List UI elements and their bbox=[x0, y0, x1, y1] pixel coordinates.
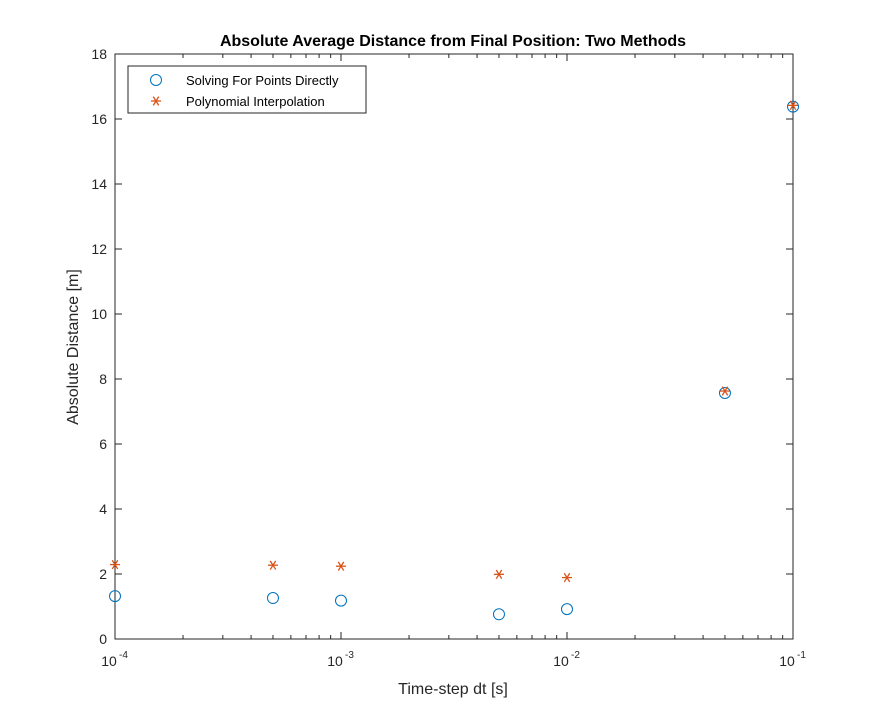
interpolation-point bbox=[562, 572, 572, 583]
y-axis-label: Absolute Distance [m] bbox=[65, 269, 82, 425]
legend-box bbox=[127, 65, 367, 114]
interpolation-point bbox=[267, 560, 278, 570]
y-tick-label: 0 bbox=[99, 631, 107, 647]
x-tick-label-exponent: -3 bbox=[345, 650, 354, 661]
direct-solve-point bbox=[335, 594, 347, 607]
direct-solve-point bbox=[561, 603, 573, 616]
chart-title: Absolute Average Distance from Final Pos… bbox=[220, 33, 686, 50]
interpolation-point bbox=[110, 559, 120, 570]
direct-solve-point bbox=[492, 608, 505, 621]
legend-label: Polynomial Interpolation bbox=[186, 94, 325, 109]
x-tick-label-exponent: -1 bbox=[797, 650, 806, 661]
interpolation-point bbox=[493, 569, 504, 580]
x-tick-label-exponent: -4 bbox=[119, 650, 128, 661]
direct-solve-point bbox=[718, 386, 731, 399]
y-tick-label: 2 bbox=[99, 566, 107, 582]
x-tick-label: 10 bbox=[779, 653, 795, 669]
y-tick-label: 16 bbox=[91, 111, 107, 127]
y-tick-label: 6 bbox=[99, 436, 107, 452]
direct-solve-point bbox=[266, 592, 279, 605]
interpolation-point bbox=[336, 561, 346, 571]
y-tick-label: 12 bbox=[91, 241, 107, 257]
x-tick-label: 10 bbox=[553, 653, 569, 669]
y-tick-label: 4 bbox=[99, 501, 107, 517]
x-tick-label: 10 bbox=[327, 653, 343, 669]
x-tick-label-exponent: -2 bbox=[571, 650, 580, 661]
y-tick-label: 14 bbox=[91, 176, 107, 192]
legend: Solving For Points Directly Polynomial In… bbox=[127, 65, 367, 114]
data-marks bbox=[109, 100, 799, 621]
direct-solve-point bbox=[109, 590, 121, 603]
x-axis-label: Time-step dt [s] bbox=[398, 681, 508, 698]
y-tick-label: 18 bbox=[91, 46, 107, 62]
legend-marker bbox=[150, 74, 162, 86]
legend-label: Solving For Points Directly bbox=[186, 73, 339, 88]
legend-marker bbox=[151, 96, 161, 106]
x-tick-label: 10 bbox=[101, 653, 117, 669]
interpolation-point bbox=[788, 100, 798, 111]
y-tick-label: 8 bbox=[99, 371, 107, 387]
y-tick-label: 10 bbox=[91, 306, 107, 322]
plot-area bbox=[114, 53, 794, 640]
direct-solve-point bbox=[787, 100, 799, 113]
interpolation-point bbox=[719, 386, 730, 396]
